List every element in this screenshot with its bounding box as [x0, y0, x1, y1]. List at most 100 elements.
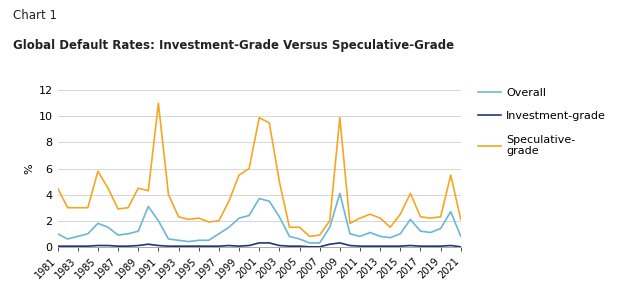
Speculative-
grade [275, 180, 283, 183]
Overall [145, 205, 152, 208]
Investment-grade [195, 244, 202, 248]
Investment-grade [114, 244, 122, 248]
Text: Global Default Rates: Investment-Grade Versus Speculative-Grade: Global Default Rates: Investment-Grade V… [13, 39, 454, 52]
Overall [396, 232, 404, 236]
Speculative-
grade [164, 193, 172, 197]
Overall [296, 237, 303, 241]
Speculative-
grade [336, 116, 344, 119]
Speculative-
grade [145, 189, 152, 193]
Y-axis label: %: % [24, 163, 35, 174]
Speculative-
grade [54, 186, 61, 190]
Investment-grade [387, 244, 394, 248]
Speculative-
grade [366, 213, 374, 216]
Investment-grade [376, 244, 384, 248]
Investment-grade [396, 244, 404, 248]
Investment-grade [406, 244, 414, 247]
Overall [235, 216, 243, 220]
Speculative-
grade [74, 206, 81, 209]
Overall [185, 240, 193, 244]
Overall [366, 231, 374, 234]
Speculative-
grade [64, 206, 72, 209]
Overall [154, 219, 162, 222]
Investment-grade [94, 244, 102, 247]
Investment-grade [215, 244, 223, 248]
Overall [84, 232, 92, 236]
Speculative-
grade [316, 233, 323, 237]
Investment-grade [296, 244, 303, 248]
Investment-grade [205, 244, 212, 248]
Investment-grade [84, 244, 92, 248]
Investment-grade [356, 244, 364, 248]
Speculative-
grade [245, 167, 253, 170]
Speculative-
grade [154, 101, 162, 105]
Line: Overall: Overall [58, 193, 461, 243]
Investment-grade [275, 244, 283, 247]
Speculative-
grade [417, 215, 424, 219]
Overall [417, 229, 424, 233]
Overall [205, 238, 212, 242]
Speculative-
grade [104, 186, 112, 190]
Overall [124, 232, 132, 236]
Speculative-
grade [285, 225, 293, 229]
Overall [266, 199, 273, 203]
Overall [356, 234, 364, 238]
Line: Speculative-
grade: Speculative- grade [58, 103, 461, 236]
Overall [306, 241, 314, 245]
Speculative-
grade [436, 215, 444, 219]
Investment-grade [436, 244, 444, 248]
Speculative-
grade [255, 116, 263, 119]
Speculative-
grade [235, 173, 243, 177]
Speculative-
grade [346, 222, 354, 225]
Speculative-
grade [326, 219, 333, 222]
Speculative-
grade [406, 191, 414, 195]
Investment-grade [316, 245, 323, 249]
Investment-grade [54, 244, 61, 248]
Speculative-
grade [387, 225, 394, 229]
Investment-grade [266, 241, 273, 245]
Investment-grade [235, 244, 243, 248]
Legend: Overall, Investment-grade, Speculative-
grade: Overall, Investment-grade, Speculative- … [479, 88, 606, 156]
Speculative-
grade [225, 199, 233, 203]
Line: Investment-grade: Investment-grade [58, 243, 461, 247]
Overall [215, 232, 223, 236]
Investment-grade [124, 244, 132, 248]
Speculative-
grade [266, 121, 273, 125]
Overall [94, 222, 102, 225]
Speculative-
grade [185, 218, 193, 221]
Speculative-
grade [175, 215, 182, 219]
Overall [74, 234, 81, 238]
Overall [436, 227, 444, 230]
Investment-grade [185, 244, 193, 248]
Speculative-
grade [195, 216, 202, 220]
Speculative-
grade [356, 216, 364, 220]
Investment-grade [306, 245, 314, 249]
Investment-grade [74, 244, 81, 248]
Investment-grade [427, 244, 435, 248]
Overall [427, 231, 435, 234]
Text: Chart 1: Chart 1 [13, 9, 57, 22]
Speculative-
grade [84, 206, 92, 209]
Overall [134, 229, 142, 233]
Investment-grade [326, 242, 333, 246]
Speculative-
grade [205, 220, 212, 224]
Overall [164, 237, 172, 241]
Speculative-
grade [396, 213, 404, 216]
Overall [447, 210, 454, 213]
Overall [457, 234, 465, 238]
Speculative-
grade [114, 207, 122, 211]
Speculative-
grade [124, 206, 132, 209]
Overall [387, 236, 394, 240]
Investment-grade [245, 244, 253, 247]
Speculative-
grade [94, 169, 102, 173]
Investment-grade [175, 244, 182, 248]
Speculative-
grade [447, 173, 454, 177]
Overall [326, 225, 333, 229]
Overall [64, 237, 72, 241]
Speculative-
grade [376, 216, 384, 220]
Overall [316, 241, 323, 245]
Investment-grade [346, 244, 354, 247]
Investment-grade [64, 244, 72, 248]
Speculative-
grade [134, 186, 142, 190]
Investment-grade [336, 241, 344, 245]
Investment-grade [457, 245, 465, 249]
